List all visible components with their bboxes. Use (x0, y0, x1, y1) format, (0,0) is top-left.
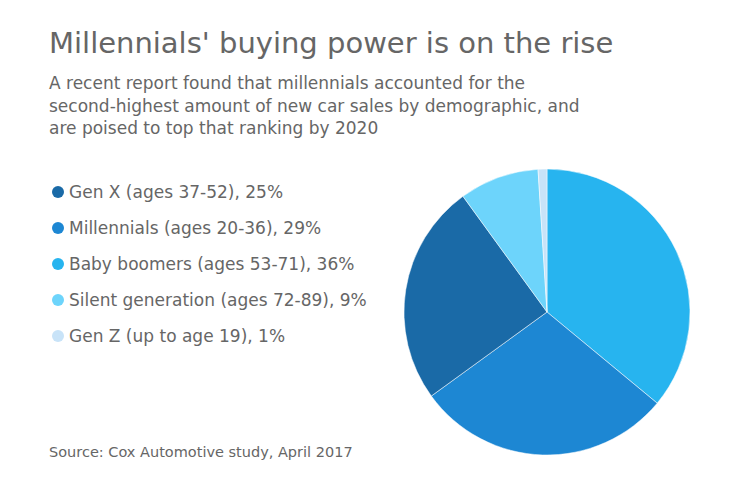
legend: Gen X (ages 37-52), 25% Millennials (ages… (52, 182, 367, 346)
title: Millennials' buying power is on the rise (49, 26, 613, 60)
source: Source: Cox Automotive study, April 2017 (49, 444, 353, 460)
subtitle: A recent report found that millennials a… (49, 73, 525, 93)
legend-swatch (52, 330, 64, 342)
subtitle: second-highest amount of new car sales b… (49, 96, 580, 116)
pie (404, 169, 690, 455)
legend-label: Gen Z (up to age 19), 1% (69, 326, 285, 346)
legend-swatch (52, 222, 64, 234)
legend-swatch (52, 294, 64, 306)
legend-swatch (52, 186, 64, 198)
legend-label: Gen X (ages 37-52), 25% (69, 182, 283, 202)
pie-slice (463, 169, 547, 312)
legend-label: Silent generation (ages 72-89), 9% (69, 290, 367, 310)
legend-swatch (52, 258, 64, 270)
legend-label: Baby boomers (ages 53-71), 36% (69, 254, 354, 274)
chart: Millennials' buying power is on the rise… (0, 0, 740, 482)
legend-label: Millennials (ages 20-36), 29% (69, 218, 321, 238)
subtitle: are poised to top that ranking by 2020 (49, 118, 378, 138)
pie-slice (538, 169, 547, 312)
